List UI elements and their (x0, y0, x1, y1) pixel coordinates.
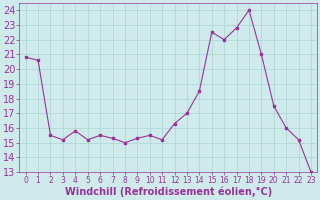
X-axis label: Windchill (Refroidissement éolien,°C): Windchill (Refroidissement éolien,°C) (65, 187, 272, 197)
